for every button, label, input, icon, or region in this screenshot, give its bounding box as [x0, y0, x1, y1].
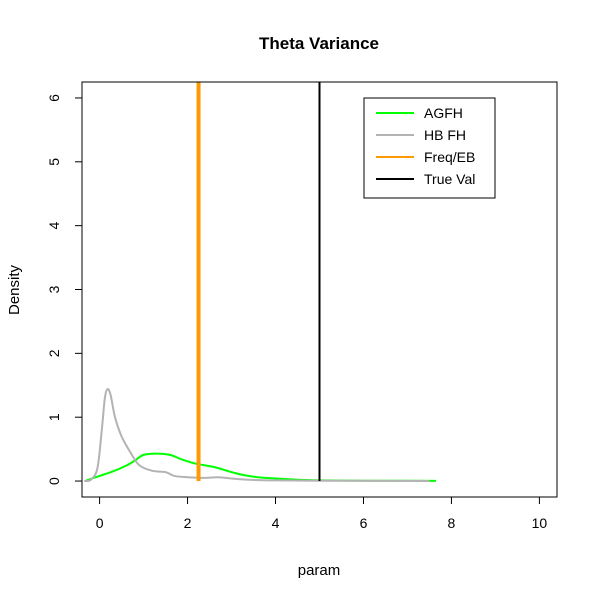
- legend-item-freq-eb: Freq/EB: [376, 149, 475, 165]
- plot-lines: [84, 82, 437, 483]
- series-line-hb-fh: [84, 388, 430, 483]
- y-tick-label: 0: [46, 477, 62, 485]
- legend-item-agfh: AGFH: [376, 105, 463, 121]
- x-tick-label: 6: [360, 515, 368, 531]
- legend-label: Freq/EB: [424, 149, 475, 165]
- legend-label: True Val: [424, 171, 475, 187]
- y-tick-label: 1: [46, 413, 62, 421]
- y-axis: 0 1 2 3 4 5 6: [46, 94, 83, 485]
- y-tick-label: 3: [46, 285, 62, 293]
- x-axis-label: param: [298, 562, 341, 579]
- x-axis: 0 2 4 6 8 10: [96, 496, 548, 531]
- legend: AGFH HB FH Freq/EB True Val: [363, 97, 496, 199]
- x-tick-label: 8: [448, 515, 456, 531]
- y-axis-label: Density: [6, 264, 23, 315]
- y-tick-label: 6: [46, 94, 62, 102]
- legend-item-true-val: True Val: [376, 171, 475, 187]
- x-tick-label: 10: [532, 515, 548, 531]
- chart-title: Theta Variance: [259, 34, 379, 53]
- legend-label: HB FH: [424, 127, 466, 143]
- x-tick-label: 4: [272, 515, 280, 531]
- x-tick-label: 2: [184, 515, 192, 531]
- series-line-agfh: [86, 452, 437, 482]
- y-tick-label: 5: [46, 158, 62, 166]
- y-tick-label: 2: [46, 349, 62, 357]
- legend-box: [363, 97, 496, 199]
- y-tick-label: 4: [46, 222, 62, 230]
- legend-item-hb-fh: HB FH: [376, 127, 466, 143]
- x-tick-label: 0: [96, 515, 104, 531]
- legend-label: AGFH: [424, 105, 463, 121]
